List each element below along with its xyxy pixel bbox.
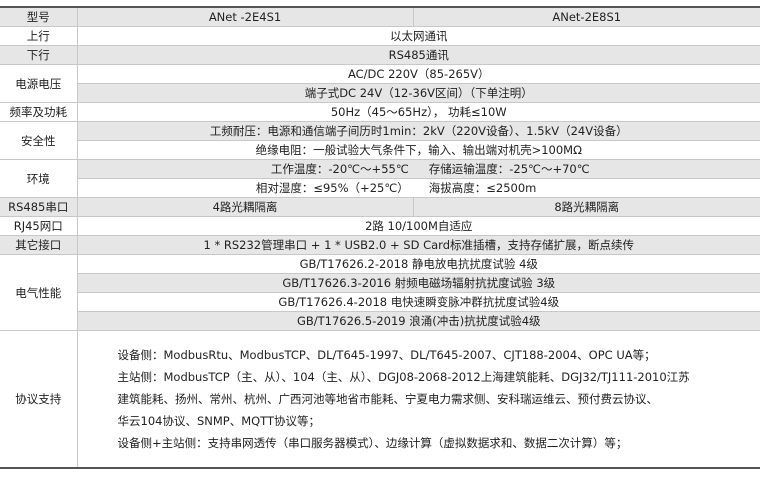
rj45-value: 2路 10/100M自适应 <box>77 216 760 236</box>
protocol-line: 建筑能耗、扬州、常州、杭州、广西河池等地省市能耗、宁夏电力需求侧、安科瑞运维云、… <box>117 392 659 406</box>
rs485-a: 4路光耦隔离 <box>77 197 414 217</box>
humidity: 相对湿度：≤95%（+25℃） <box>255 181 409 195</box>
environment-other: 相对湿度：≤95%（+25℃） 海拔高度：≤2500m <box>77 178 760 198</box>
label-power: 电源电压 <box>0 64 78 103</box>
row-model: 型号 ANet -2E4S1 ANet-2E8S1 <box>0 7 760 27</box>
label-rj45: RJ45网口 <box>0 216 78 236</box>
label-frequency: 频率及功耗 <box>0 102 78 122</box>
label-safety: 安全性 <box>0 121 78 160</box>
storage-temp: 存储运输温度：-25℃～+70℃ <box>428 162 590 176</box>
label-electrical: 电气性能 <box>0 254 78 331</box>
protocol-line: 设备侧+主站侧：支持串网透传（串口服务器模式）、边缘计算（虚拟数据求和、数据二次… <box>117 436 628 450</box>
protocol-line: 设备侧：ModbusRtu、ModbusTCP、DL/T645-1997、DL/… <box>117 348 656 362</box>
altitude: 海拔高度：≤2500m <box>428 181 537 195</box>
label-other: 其它接口 <box>0 235 78 255</box>
protocol-line: 主站侧：ModbusTCP（主、从）、104（主、从）、DGJ08-2068-2… <box>117 370 690 384</box>
label-model: 型号 <box>0 7 78 27</box>
row-power: 电源电压 AC/DC 220V（85-265V） <box>0 64 760 103</box>
electrical-esd: GB/T17626.2-2018 静电放电抗扰度试验 4级 <box>77 254 760 274</box>
row-uplink: 上行 以太网通讯 <box>0 26 760 46</box>
electrical-surge: GB/T17626.5-2019 浪涌(冲击)抗扰度试验4级 <box>77 311 760 331</box>
row-electrical-4: GB/T17626.5-2019 浪涌(冲击)抗扰度试验4级 <box>0 311 760 331</box>
protocol-line: 华云104协议、SNMP、MQTT协议等； <box>117 414 321 428</box>
row-electrical: 电气性能 GB/T17626.2-2018 静电放电抗扰度试验 4级 <box>0 254 760 331</box>
downlink-value: RS485通讯 <box>77 45 760 65</box>
row-rs485: RS485串口 4路光耦隔离 8路光耦隔离 <box>0 197 760 217</box>
row-downlink: 下行 RS485通讯 <box>0 45 760 65</box>
label-environment: 环境 <box>0 159 78 198</box>
label-downlink: 下行 <box>0 45 78 65</box>
safety-insulation: 绝缘电阻：一般试验大气条件下，输入、输出端对机壳>100MΩ <box>77 140 760 160</box>
row-power-2: 端子式DC 24V（12-36V区间）（下单注明） <box>0 83 760 103</box>
other-value: 1 * RS232管理串口 + 1 * USB2.0 + SD Card标准插槽… <box>77 235 760 255</box>
electrical-eft: GB/T17626.4-2018 电快速瞬变脉冲群抗扰度试验4级 <box>77 292 760 312</box>
model-a: ANet -2E4S1 <box>77 7 414 27</box>
row-other: 其它接口 1 * RS232管理串口 + 1 * USB2.0 + SD Car… <box>0 235 760 255</box>
row-environment-2: 相对湿度：≤95%（+25℃） 海拔高度：≤2500m <box>0 178 760 198</box>
label-uplink: 上行 <box>0 26 78 46</box>
label-rs485: RS485串口 <box>0 197 78 217</box>
label-protocol: 协议支持 <box>0 330 78 469</box>
row-frequency: 频率及功耗 50Hz（45～65Hz）， 功耗≤10W <box>0 102 760 122</box>
spec-table: 型号 ANet -2E4S1 ANet-2E8S1 上行 以太网通讯 下行 RS… <box>0 6 760 469</box>
uplink-value: 以太网通讯 <box>77 26 760 46</box>
row-environment: 环境 工作温度：-20℃～+55℃ 存储运输温度：-25℃～+70℃ <box>0 159 760 198</box>
rs485-b: 8路光耦隔离 <box>413 197 760 217</box>
safety-withstand: 工频耐压：电源和通信端子间历时1min：2kV（220V设备）、1.5kV（24… <box>77 121 760 141</box>
working-temp: 工作温度：-20℃～+55℃ <box>270 162 409 176</box>
row-safety-2: 绝缘电阻：一般试验大气条件下，输入、输出端对机壳>100MΩ <box>0 140 760 160</box>
electrical-rf: GB/T17626.3-2016 射频电磁场辐射抗扰度试验 3级 <box>77 273 760 293</box>
environment-temps: 工作温度：-20℃～+55℃ 存储运输温度：-25℃～+70℃ <box>77 159 760 179</box>
row-electrical-3: GB/T17626.4-2018 电快速瞬变脉冲群抗扰度试验4级 <box>0 292 760 312</box>
row-rj45: RJ45网口 2路 10/100M自适应 <box>0 216 760 236</box>
power-ac-dc: AC/DC 220V（85-265V） <box>77 64 760 84</box>
power-dc24: 端子式DC 24V（12-36V区间）（下单注明） <box>77 83 760 103</box>
row-safety: 安全性 工频耐压：电源和通信端子间历时1min：2kV（220V设备）、1.5k… <box>0 121 760 160</box>
row-electrical-2: GB/T17626.3-2016 射频电磁场辐射抗扰度试验 3级 <box>0 273 760 293</box>
frequency-value: 50Hz（45～65Hz）， 功耗≤10W <box>77 102 760 122</box>
protocol-list: 设备侧：ModbusRtu、ModbusTCP、DL/T645-1997、DL/… <box>77 330 760 469</box>
model-b: ANet-2E8S1 <box>413 7 760 27</box>
row-protocol: 协议支持 设备侧：ModbusRtu、ModbusTCP、DL/T645-199… <box>0 330 760 469</box>
